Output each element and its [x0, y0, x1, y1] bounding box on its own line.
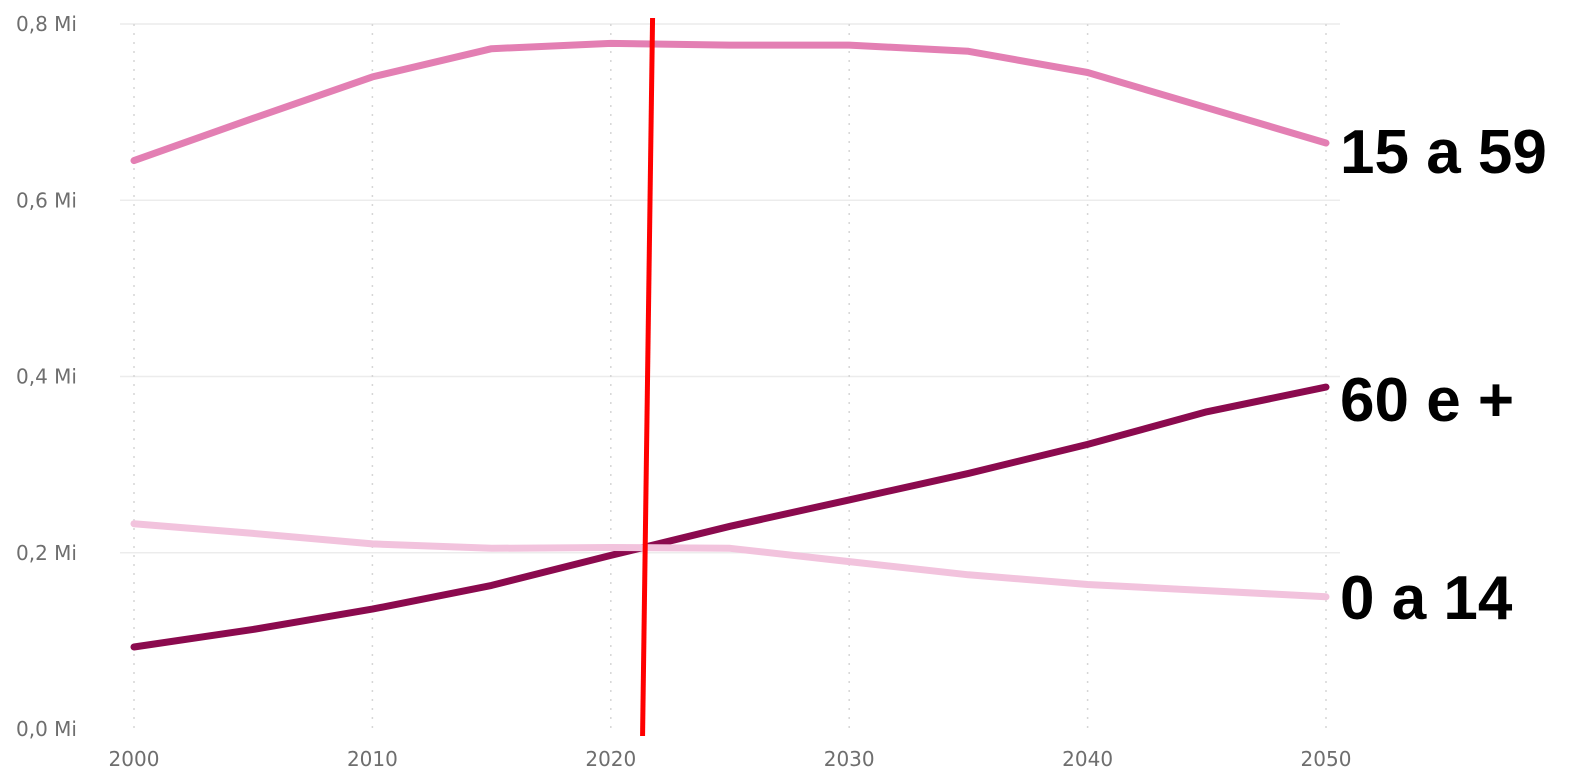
x-tick-label: 2040 — [1062, 747, 1113, 771]
series-end-label: 0 a 14 — [1340, 564, 1513, 633]
reference-line — [640, 17, 656, 737]
series-end-label: 15 a 59 — [1340, 118, 1547, 187]
y-tick-label: 0,4 Mi — [16, 365, 77, 389]
x-tick-label: 2020 — [585, 747, 636, 771]
series-lines — [130, 39, 1330, 651]
series-end-label: 60 e + — [1340, 366, 1514, 435]
x-tick-label: 2010 — [347, 747, 398, 771]
y-tick-label: 0,0 Mi — [16, 717, 77, 741]
series-line — [130, 383, 1330, 651]
x-tick-label: 2050 — [1301, 747, 1352, 771]
series-line — [130, 39, 1330, 165]
x-tick-label: 2000 — [109, 747, 160, 771]
y-tick-label: 0,2 Mi — [16, 541, 77, 565]
y-tick-label: 0,8 Mi — [16, 12, 77, 36]
x-tick-label: 2030 — [824, 747, 875, 771]
series-line — [130, 520, 1330, 601]
grid — [120, 23, 1340, 729]
series-labels: 15 a 59 60 e + 0 a 14 — [1340, 118, 1547, 633]
reference-line-layer — [640, 17, 656, 737]
axes: 0,0 Mi 0,2 Mi 0,4 Mi 0,6 Mi 0,8 Mi 2000 2010 20… — [16, 12, 1351, 771]
y-tick-label: 0,6 Mi — [16, 188, 77, 212]
